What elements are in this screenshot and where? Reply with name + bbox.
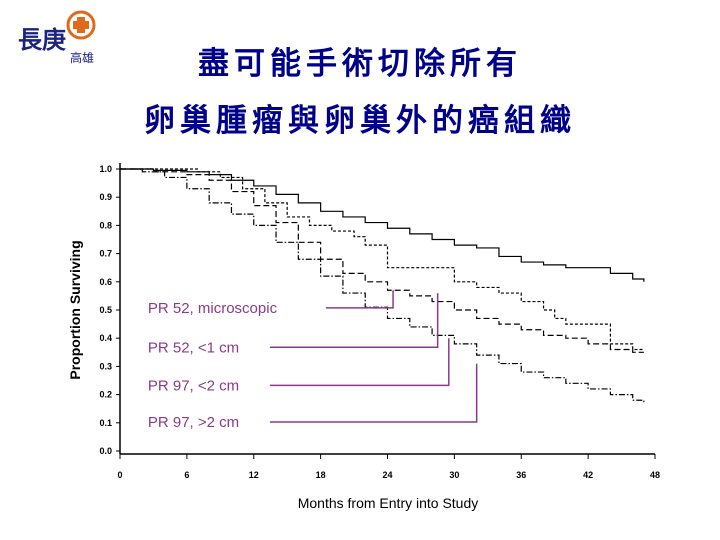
y-axis-label: Proportion Surviving (67, 240, 83, 379)
y-tick-label: 0.3 (99, 361, 112, 371)
x-axis-label: Months from Entry into Study (298, 495, 479, 511)
x-tick-label: 42 (583, 470, 593, 480)
y-tick-label: 0.0 (99, 446, 112, 456)
series-label-2: PR 52, <1 cm (148, 339, 239, 356)
y-tick-label: 0.1 (99, 418, 112, 428)
x-tick-label: 30 (449, 470, 459, 480)
series-callout-line-2 (269, 293, 439, 349)
chang-gung-logo: 長庚 高雄 (18, 10, 96, 65)
title-line-2: 卵巢腫瘤與卵巢外的癌組織 (144, 103, 576, 139)
x-tick-label: 48 (650, 470, 660, 480)
y-tick-label: 0.8 (99, 220, 112, 230)
x-tick-label: 18 (316, 470, 326, 480)
series-label-4: PR 97, >2 cm (148, 414, 239, 431)
y-tick-label: 0.4 (99, 333, 112, 343)
logo-name: 長庚 (18, 25, 66, 54)
x-tick-label: 24 (382, 470, 392, 480)
series-callout-line-1 (325, 290, 394, 309)
x-tick-label: 0 (117, 470, 122, 480)
x-tick-label: 12 (249, 470, 259, 480)
logo-sub: 高雄 (70, 50, 94, 65)
series-line-2 (120, 168, 644, 351)
y-tick-label: 0.5 (99, 305, 112, 315)
series-line-4 (120, 168, 645, 404)
logo-cross-h (73, 21, 89, 29)
x-tick-label: 36 (516, 470, 526, 480)
y-tick-label: 0.9 (99, 192, 112, 202)
title-line-1: 盡可能手術切除所有 (198, 46, 522, 82)
series-line-1 (120, 168, 645, 282)
series-label-1: PR 52, microscopic (148, 300, 278, 317)
series-line-3 (120, 168, 644, 353)
y-tick-label: 0.7 (99, 249, 112, 259)
series-callout-line-4 (269, 363, 478, 423)
x-tick-label: 6 (184, 470, 189, 480)
series-callout-line-3 (269, 338, 450, 387)
survival-chart: 0.0 0.1 0.2 0.3 0.4 0.5 0.6 0.7 0.8 0.9 1.0 0 6 12 18 2… (67, 163, 660, 511)
y-tick-label: 1.0 (99, 164, 112, 174)
series-label-3: PR 97, <2 cm (148, 377, 239, 394)
y-tick-label: 0.2 (99, 390, 112, 400)
y-tick-label: 0.6 (99, 277, 112, 287)
